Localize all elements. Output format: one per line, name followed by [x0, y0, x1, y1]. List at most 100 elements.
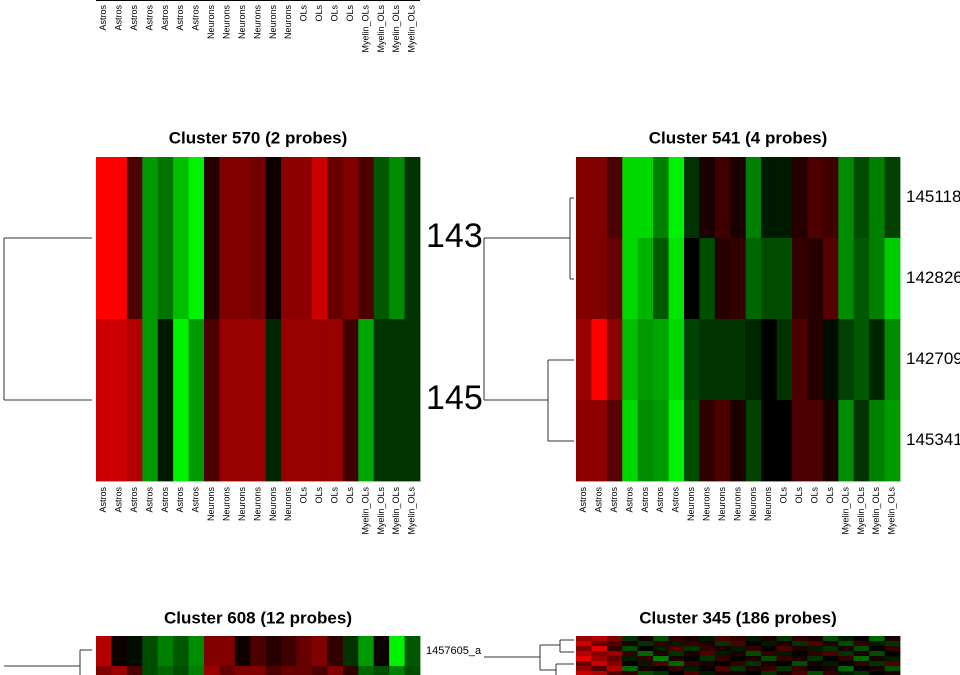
heatmap-cell — [714, 671, 731, 675]
row-label: 1457605_a — [426, 645, 482, 657]
heatmap-cell — [792, 651, 808, 657]
heatmap-cell — [389, 319, 405, 482]
panel-title: Cluster 570 (2 probes) — [169, 128, 348, 147]
heatmap-cell — [714, 400, 731, 482]
heatmap-cell — [637, 671, 654, 675]
heatmap-cell — [761, 319, 777, 401]
column-label: Myelin_OLs — [391, 5, 401, 53]
heatmap-cell — [653, 157, 669, 239]
heatmap-cell — [606, 661, 623, 667]
heatmap-cell — [576, 641, 592, 647]
column-label: Myelin_OLs — [856, 487, 866, 535]
heatmap-cell — [142, 636, 159, 667]
heatmap-cell — [296, 666, 313, 675]
heatmap-cell — [761, 636, 777, 642]
heatmap-cell — [668, 238, 685, 320]
heatmap-cell — [668, 400, 685, 482]
heatmap-cell — [730, 400, 747, 482]
heatmap-cell — [699, 656, 716, 662]
column-label: Astros — [114, 487, 124, 513]
heatmap-cell — [637, 400, 654, 482]
heatmap-cell — [111, 157, 128, 320]
heatmap-cell — [807, 646, 824, 652]
heatmap-cell — [265, 636, 282, 667]
heatmap-cell — [173, 157, 189, 320]
heatmap-cell — [342, 319, 359, 482]
heatmap-cell — [776, 656, 793, 662]
heatmap-cell — [745, 157, 762, 239]
heatmap-cell — [606, 400, 623, 482]
column-label: OLs — [345, 487, 355, 504]
heatmap-cell — [838, 641, 855, 647]
heatmap-cell — [699, 636, 716, 642]
row-label: 142826 — [906, 268, 960, 287]
heatmap-cell — [884, 319, 901, 401]
row-label: 145118 — [906, 187, 960, 206]
heatmap-cell — [730, 656, 747, 662]
heatmap-cell — [792, 656, 808, 662]
heatmap-cell — [730, 238, 747, 320]
heatmap-cell — [822, 319, 839, 401]
heatmap-panel: Astros Astros Astros Astros Astros Astros Astr… — [98, 5, 417, 53]
heatmap-cell — [653, 400, 669, 482]
column-label: Astros — [160, 5, 170, 31]
heatmap-cell — [296, 157, 313, 320]
heatmap-cell — [668, 656, 685, 662]
heatmap-cell — [838, 636, 855, 642]
column-label: Astros — [624, 487, 634, 513]
heatmap-cell — [822, 651, 839, 657]
column-label: OLs — [314, 5, 324, 22]
column-label: Neurons — [237, 487, 247, 522]
heatmap-cell — [884, 400, 901, 482]
heatmap-cell — [576, 319, 592, 401]
heatmap-cell — [869, 238, 885, 320]
heatmap-cell — [126, 666, 143, 675]
heatmap-cell — [653, 238, 669, 320]
column-label: Neurons — [252, 487, 262, 522]
heatmap-cell — [576, 666, 592, 672]
heatmap-cell — [622, 400, 639, 482]
heatmap-cell — [576, 636, 592, 642]
heatmap-cell — [404, 319, 421, 482]
heatmap-cell — [653, 636, 669, 642]
heatmap-cell — [684, 238, 700, 320]
heatmap-cell — [807, 238, 824, 320]
heatmap-cell — [869, 157, 885, 239]
heatmap-cell — [96, 666, 112, 675]
heatmap-cell — [622, 157, 639, 239]
heatmap-cell — [219, 636, 236, 667]
heatmap-cell — [312, 666, 328, 675]
heatmap-cell — [606, 651, 623, 657]
row-label: 143 — [426, 217, 483, 255]
heatmap-cell — [730, 636, 747, 642]
heatmap-cell — [730, 157, 747, 239]
heatmap-panel: Cluster 570 (2 probes) 143 145 Astros Astros… — [96, 128, 483, 535]
column-label: Myelin_OLs — [887, 487, 897, 535]
heatmap-cell — [761, 666, 777, 672]
heatmap-cell — [776, 238, 793, 320]
heatmap-cell — [653, 656, 669, 662]
heatmap-cell — [653, 661, 669, 667]
heatmap-cell — [250, 636, 267, 667]
column-label: Astros — [578, 487, 588, 513]
heatmap-cell — [745, 319, 762, 401]
heatmap-cell — [792, 157, 808, 239]
heatmap-cell — [761, 646, 777, 652]
heatmap-cell — [822, 157, 839, 239]
column-label: Myelin_OLs — [871, 487, 881, 535]
heatmap-cell — [576, 656, 592, 662]
heatmap-cell — [699, 400, 716, 482]
heatmap-cell — [234, 666, 251, 675]
column-label: Astros — [98, 487, 108, 513]
column-label: Neurons — [222, 487, 232, 522]
dendrogram — [3, 197, 574, 675]
heatmap-cell — [822, 400, 839, 482]
heatmap-cell — [606, 238, 623, 320]
column-label: Astros — [144, 5, 154, 31]
heatmap-cell — [358, 636, 375, 667]
heatmap-cell — [684, 641, 700, 647]
heatmap-cell — [204, 319, 220, 482]
heatmap-cell — [327, 666, 344, 675]
heatmap-cell — [606, 319, 623, 401]
heatmap-cell — [188, 666, 205, 675]
